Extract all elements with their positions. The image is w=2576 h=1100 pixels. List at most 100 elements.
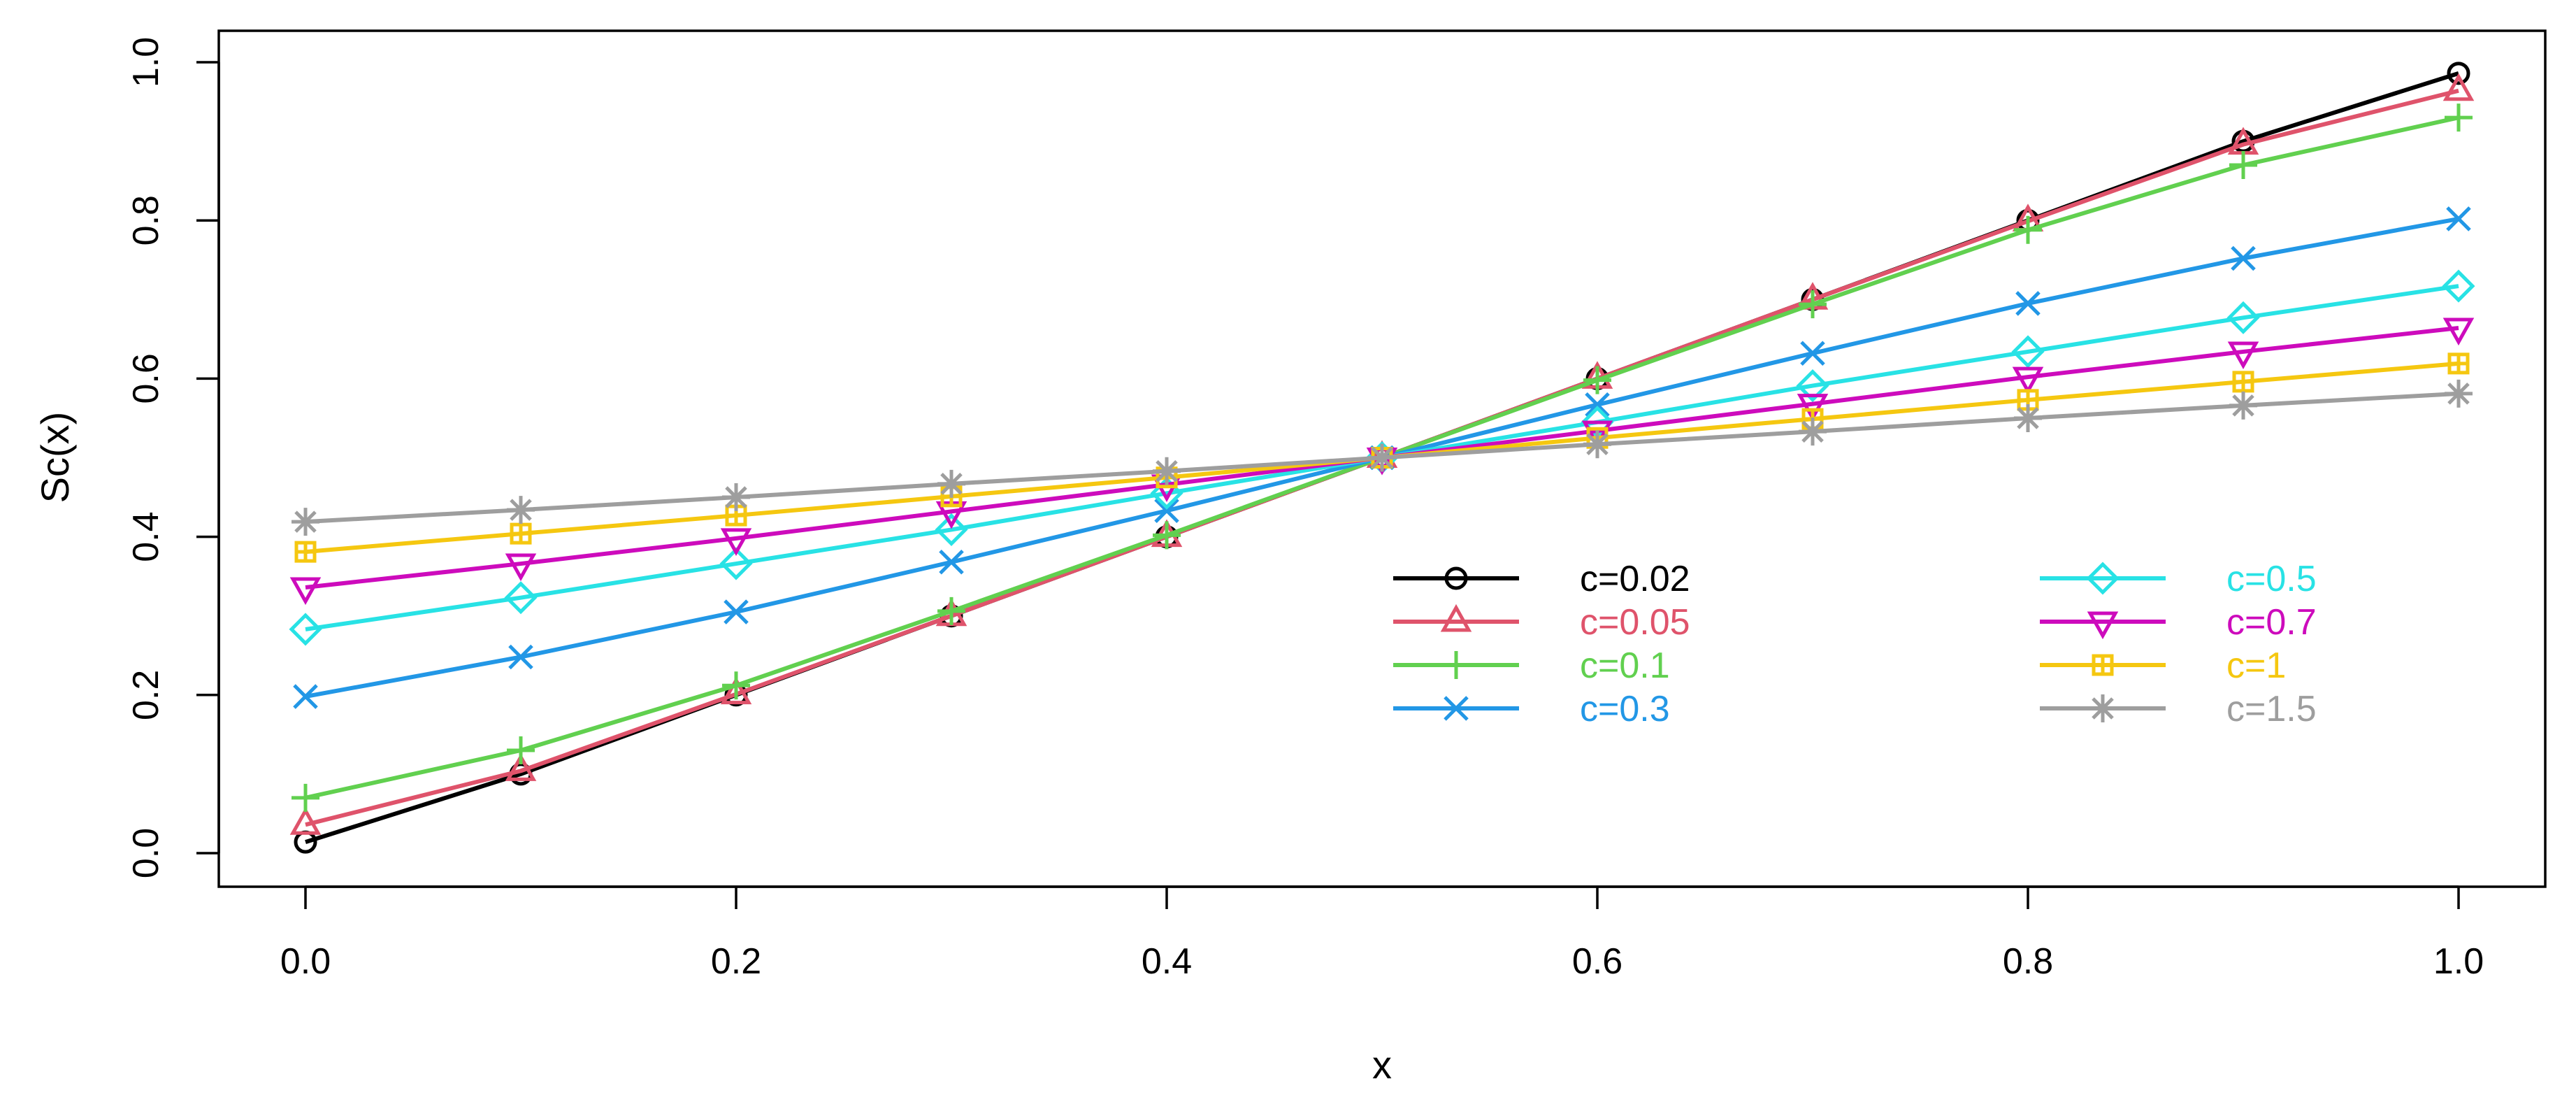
y-tick-label: 0.4 <box>126 511 166 562</box>
data-point <box>2445 379 2473 408</box>
data-point <box>1581 420 1613 449</box>
legend-item: c=1 <box>2040 645 2286 686</box>
data-point <box>1583 366 1611 394</box>
legend-item: c=0.5 <box>2040 559 2317 599</box>
x-tick-label: 1.0 <box>2433 941 2484 982</box>
y-tick-label: 0.6 <box>126 353 166 403</box>
data-point <box>2445 103 2473 132</box>
y-tick-label: 0.0 <box>126 828 166 878</box>
data-point <box>2447 352 2470 375</box>
data-point <box>2442 317 2475 346</box>
legend-item: c=0.1 <box>1393 645 1670 686</box>
data-point <box>722 671 750 700</box>
legend-item: c=0.7 <box>2040 602 2317 643</box>
legend-item: c=0.02 <box>1393 559 1690 599</box>
legend-marker <box>1440 603 1472 632</box>
data-point <box>2226 301 2260 334</box>
x-axis-label: x <box>1372 1043 1392 1087</box>
data-point <box>2011 335 2045 369</box>
data-point <box>289 577 322 606</box>
data-point <box>507 496 535 524</box>
legend-item: c=0.05 <box>1393 602 1690 643</box>
data-point <box>2231 245 2256 271</box>
series-c=1.5 <box>292 379 2473 536</box>
data-point <box>2014 215 2042 244</box>
data-point <box>1154 498 1179 524</box>
legend-marker <box>1444 566 1468 590</box>
legend-marker <box>2092 654 2114 676</box>
data-point <box>1796 369 1829 403</box>
data-point <box>2229 151 2257 180</box>
data-point <box>504 581 538 615</box>
data-point <box>1585 392 1610 417</box>
data-point <box>724 599 749 624</box>
legend-label: c=0.7 <box>2226 602 2317 643</box>
data-point <box>2227 341 2259 370</box>
data-point <box>2015 291 2041 316</box>
data-point <box>292 783 319 812</box>
data-point <box>1153 521 1181 550</box>
legend-label: c=0.02 <box>1580 559 1690 599</box>
data-point <box>1153 457 1181 485</box>
y-tick-label: 0.8 <box>126 195 166 245</box>
data-point <box>937 597 965 625</box>
y-tick-label: 0.2 <box>126 670 166 720</box>
legend: c=0.02c=0.05c=0.1c=0.3 c=0.5c=0.7c=1c=1.5 <box>1393 559 2317 729</box>
legend-label: c=1.5 <box>2226 689 2317 729</box>
legend-marker <box>2086 562 2120 595</box>
data-point <box>1800 341 1825 366</box>
x-axis-ticks: 0.0 0.2 0.4 0.6 0.8 1.0 <box>280 887 2484 982</box>
legend-marker <box>1442 651 1470 679</box>
data-point <box>505 553 537 582</box>
x-tick-label: 0.8 <box>2003 941 2053 982</box>
series-group <box>289 62 2475 854</box>
legend-label: c=0.1 <box>1580 645 1670 686</box>
legend-marker <box>2087 611 2119 640</box>
data-point <box>508 644 533 670</box>
legend-item: c=0.3 <box>1393 689 1670 729</box>
y-tick-label: 1.0 <box>126 37 166 87</box>
data-point <box>2446 206 2471 231</box>
legend-item: c=1.5 <box>2040 689 2317 729</box>
data-point <box>1368 443 1396 472</box>
data-point <box>2012 366 2044 395</box>
data-point <box>2442 73 2475 101</box>
data-point <box>1583 430 1611 459</box>
legend-label: c=0.05 <box>1580 602 1690 643</box>
data-point <box>722 483 750 512</box>
legend-marker <box>1444 696 1469 721</box>
legend-marker <box>2089 694 2117 722</box>
data-point <box>2447 62 2470 85</box>
data-point <box>289 807 322 835</box>
data-point <box>1799 417 1827 446</box>
y-axis-ticks: 0.0 0.2 0.4 0.6 0.8 1.0 <box>126 37 219 878</box>
data-point <box>2229 391 2257 420</box>
x-tick-label: 0.6 <box>1572 941 1622 982</box>
y-axis-label: Sc(x) <box>33 412 77 503</box>
data-point <box>939 550 964 575</box>
data-point <box>935 513 968 546</box>
data-point <box>2442 269 2475 303</box>
data-point <box>1150 476 1183 510</box>
data-point <box>1799 290 1827 319</box>
x-tick-label: 0.4 <box>1142 941 1192 982</box>
legend-label: c=0.3 <box>1580 689 1670 729</box>
data-point <box>505 753 537 781</box>
x-tick-label: 0.0 <box>280 941 331 982</box>
data-point <box>937 469 965 498</box>
data-point <box>2014 403 2042 432</box>
legend-label: c=1 <box>2226 645 2286 686</box>
data-point <box>719 547 753 580</box>
data-point <box>292 508 319 536</box>
data-point <box>507 736 535 764</box>
data-point <box>294 541 317 563</box>
data-point <box>720 528 752 556</box>
data-point <box>1797 394 1829 422</box>
data-point <box>293 684 318 709</box>
data-point <box>2232 371 2254 393</box>
legend-label: c=0.5 <box>2226 559 2317 599</box>
x-tick-label: 0.2 <box>711 941 761 982</box>
data-point <box>289 613 322 646</box>
